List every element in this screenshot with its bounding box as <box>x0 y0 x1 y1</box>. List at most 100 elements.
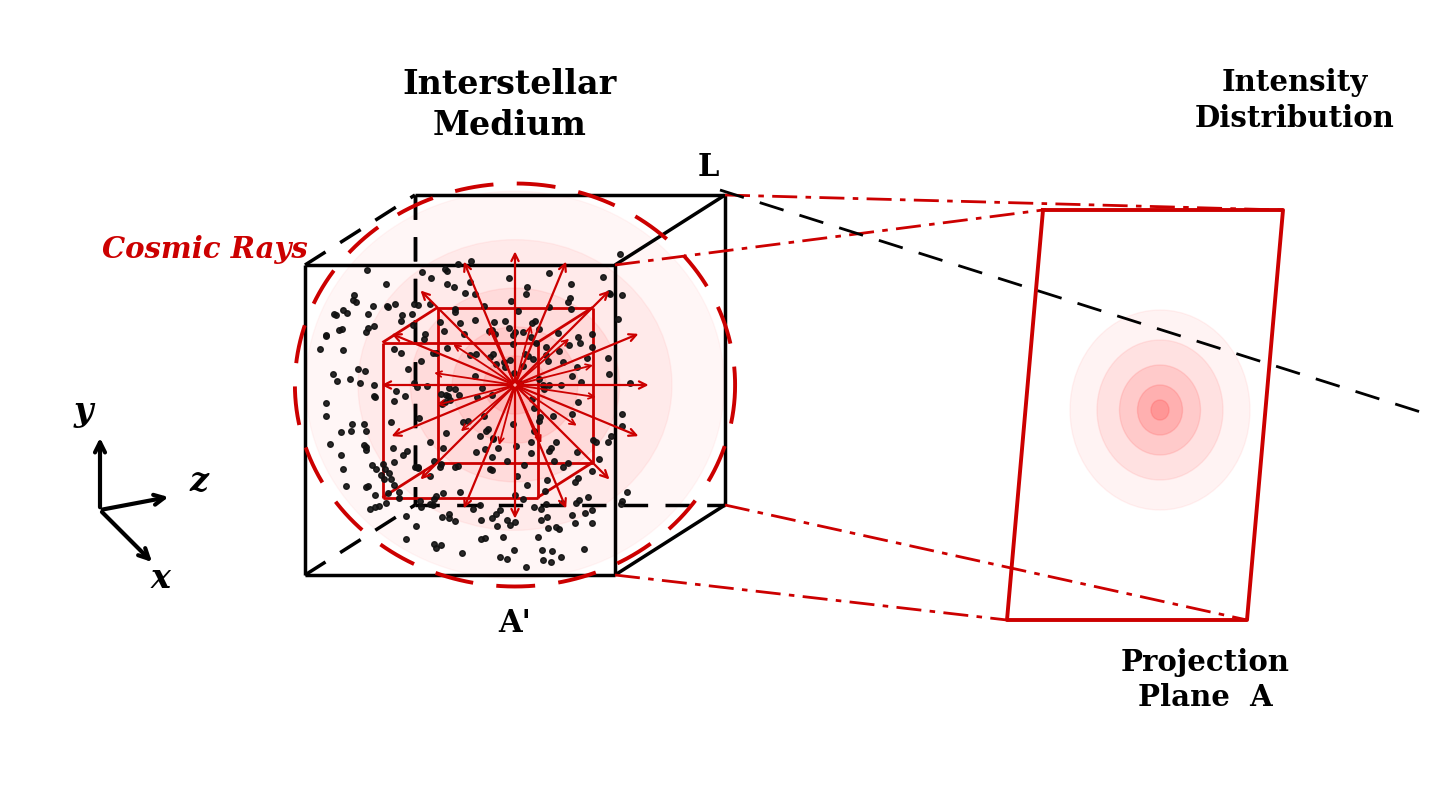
Point <box>566 360 589 373</box>
Point <box>438 382 461 394</box>
Point <box>377 487 400 500</box>
Point <box>488 504 511 517</box>
Point <box>444 461 467 474</box>
Point <box>465 446 488 458</box>
Point <box>448 485 471 498</box>
Point <box>564 516 588 529</box>
Point <box>412 333 435 346</box>
Point <box>609 498 632 511</box>
Point <box>580 517 603 530</box>
Point <box>374 497 397 509</box>
Point <box>536 473 559 486</box>
Point <box>459 254 482 267</box>
Text: x: x <box>151 562 171 595</box>
Point <box>393 390 416 403</box>
Point <box>436 390 459 403</box>
Point <box>403 377 426 390</box>
Point <box>431 510 454 523</box>
Point <box>580 328 603 341</box>
Point <box>560 369 583 382</box>
Point <box>354 444 377 457</box>
Point <box>559 292 582 305</box>
Point <box>389 347 412 360</box>
Point <box>431 457 454 470</box>
Point <box>458 275 481 288</box>
Point <box>353 418 376 431</box>
Point <box>318 437 341 450</box>
Point <box>492 356 516 369</box>
Point <box>481 433 504 446</box>
Point <box>380 416 403 428</box>
Point <box>539 556 562 569</box>
Point <box>484 508 507 521</box>
Point <box>392 449 415 462</box>
Point <box>354 424 377 437</box>
Point <box>611 288 634 301</box>
Point <box>474 531 497 544</box>
Text: Projection
Plane  A: Projection Plane A <box>1120 647 1289 713</box>
Point <box>449 316 472 329</box>
Point <box>464 313 487 326</box>
Point <box>547 326 570 339</box>
Point <box>422 455 445 468</box>
Ellipse shape <box>410 288 619 482</box>
Point <box>425 542 448 555</box>
Point <box>343 288 366 301</box>
Point <box>324 309 347 322</box>
Point <box>475 424 498 437</box>
Point <box>406 299 429 312</box>
Point <box>481 512 504 525</box>
Point <box>580 341 603 354</box>
Point <box>384 385 408 398</box>
Point <box>576 491 599 504</box>
Point <box>357 308 380 321</box>
Text: A': A' <box>498 608 531 638</box>
Point <box>376 300 399 313</box>
Text: y: y <box>73 395 94 428</box>
Point <box>408 461 431 474</box>
Point <box>540 545 563 558</box>
Point <box>435 277 458 290</box>
Point <box>533 484 556 497</box>
Point <box>528 410 552 423</box>
Point <box>478 325 501 338</box>
Point <box>514 347 537 360</box>
Point <box>367 500 390 513</box>
Point <box>564 475 588 488</box>
Point <box>464 370 487 383</box>
Point <box>531 553 554 566</box>
Point <box>403 461 426 474</box>
Point <box>432 441 455 454</box>
Point <box>516 280 539 293</box>
Point <box>598 287 621 300</box>
Point <box>524 337 547 350</box>
Point <box>382 441 405 454</box>
Point <box>353 365 376 378</box>
Point <box>504 489 527 502</box>
Point <box>310 343 333 356</box>
Point <box>516 349 539 362</box>
Point <box>357 322 380 335</box>
Point <box>400 307 423 320</box>
Point <box>527 322 550 335</box>
Point <box>482 327 505 340</box>
Point <box>456 414 480 427</box>
Point <box>491 531 514 544</box>
Point <box>536 522 559 535</box>
Point <box>477 423 500 436</box>
Point <box>504 516 527 529</box>
Point <box>331 463 354 475</box>
Point <box>423 538 446 551</box>
Point <box>503 366 526 379</box>
Point <box>446 258 469 271</box>
Point <box>530 503 553 516</box>
Point <box>425 489 448 502</box>
Point <box>359 502 382 515</box>
Point <box>464 287 487 300</box>
Point <box>468 498 491 511</box>
Point <box>409 494 432 507</box>
Point <box>552 355 575 368</box>
Point <box>422 492 445 505</box>
Ellipse shape <box>484 356 546 414</box>
Point <box>485 519 508 532</box>
